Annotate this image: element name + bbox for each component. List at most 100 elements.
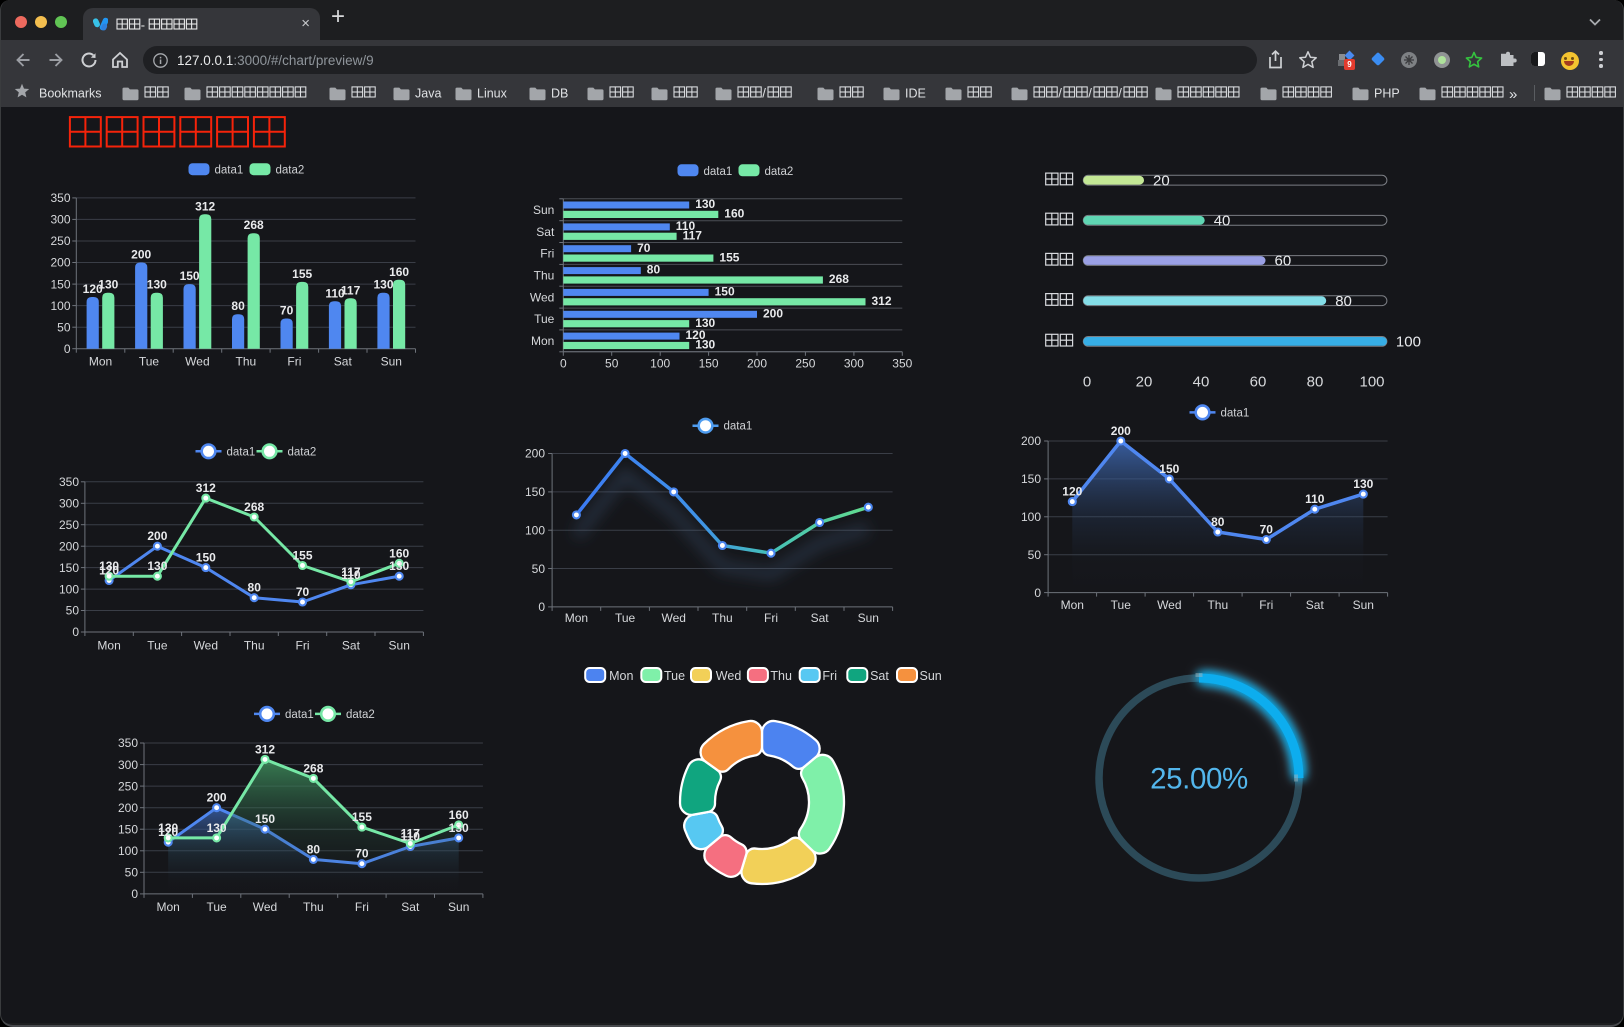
svg-text:100: 100 xyxy=(50,299,70,313)
svg-text:120: 120 xyxy=(99,564,119,578)
svg-text:150: 150 xyxy=(50,277,70,291)
svg-text:Mon: Mon xyxy=(531,334,554,348)
svg-text:50: 50 xyxy=(125,866,139,880)
svg-text:200: 200 xyxy=(1021,434,1041,448)
svg-text:200: 200 xyxy=(207,791,227,805)
svg-text:PHP: PHP xyxy=(1374,87,1400,101)
svg-text:155: 155 xyxy=(292,267,312,281)
svg-text:Wed: Wed xyxy=(1157,598,1181,612)
svg-text:250: 250 xyxy=(59,518,79,532)
svg-text:300: 300 xyxy=(118,758,138,772)
svg-text:0: 0 xyxy=(1083,374,1091,391)
svg-text:350: 350 xyxy=(50,191,70,205)
svg-text:Tue: Tue xyxy=(664,669,685,683)
svg-text:40: 40 xyxy=(1214,213,1231,230)
svg-text:130: 130 xyxy=(1353,477,1373,491)
svg-text:350: 350 xyxy=(892,357,912,371)
svg-text:130: 130 xyxy=(147,278,167,292)
svg-text:Sun: Sun xyxy=(1353,598,1374,612)
svg-text:200: 200 xyxy=(131,248,151,262)
svg-text:100: 100 xyxy=(1359,374,1384,391)
svg-text:Fri: Fri xyxy=(764,611,778,625)
svg-text:/: / xyxy=(762,86,766,101)
svg-text:150: 150 xyxy=(255,812,275,826)
svg-text:Fri: Fri xyxy=(540,247,554,261)
svg-text:268: 268 xyxy=(829,272,849,286)
svg-text:130: 130 xyxy=(98,278,118,292)
svg-text:110: 110 xyxy=(676,219,696,233)
svg-text:70: 70 xyxy=(637,241,651,255)
svg-text:Wed: Wed xyxy=(661,611,685,625)
svg-text:117: 117 xyxy=(401,827,421,841)
svg-text:117: 117 xyxy=(683,229,703,243)
svg-text:130: 130 xyxy=(99,559,119,573)
svg-text:Wed: Wed xyxy=(716,669,742,683)
svg-text:80: 80 xyxy=(1211,515,1225,529)
svg-text:Sun: Sun xyxy=(389,638,410,652)
svg-text:150: 150 xyxy=(525,485,545,499)
svg-text:120: 120 xyxy=(1062,485,1082,499)
svg-text:117: 117 xyxy=(341,565,361,579)
svg-text:312: 312 xyxy=(196,481,216,495)
svg-text:110: 110 xyxy=(341,568,361,582)
svg-text:/: / xyxy=(1088,86,1092,101)
svg-text:50: 50 xyxy=(1028,548,1042,562)
svg-text:200: 200 xyxy=(59,539,79,553)
svg-text:250: 250 xyxy=(795,357,815,371)
svg-text:0: 0 xyxy=(64,342,71,356)
svg-text:Fri: Fri xyxy=(822,669,837,683)
svg-text:160: 160 xyxy=(389,265,409,279)
svg-text:130: 130 xyxy=(695,338,715,352)
svg-text:»: » xyxy=(1509,86,1517,103)
svg-text:Sat: Sat xyxy=(536,225,555,239)
svg-text:350: 350 xyxy=(118,736,138,750)
svg-text:155: 155 xyxy=(292,549,312,563)
svg-text:data1: data1 xyxy=(227,446,256,458)
svg-text:130: 130 xyxy=(449,821,469,835)
svg-text:120: 120 xyxy=(686,328,706,342)
svg-text:100: 100 xyxy=(650,357,670,371)
svg-text:250: 250 xyxy=(50,234,70,248)
svg-text:Sat: Sat xyxy=(401,900,420,914)
svg-text:155: 155 xyxy=(352,810,372,824)
svg-text:150: 150 xyxy=(1021,472,1041,486)
svg-text:data1: data1 xyxy=(724,421,753,433)
svg-text:0: 0 xyxy=(72,625,79,639)
svg-text:/: / xyxy=(1058,86,1062,101)
svg-text:130: 130 xyxy=(373,278,393,292)
svg-text:Thu: Thu xyxy=(1207,598,1228,612)
svg-text:/: / xyxy=(1118,86,1122,101)
svg-text:25.00%: 25.00% xyxy=(1150,763,1248,796)
svg-text:Sun: Sun xyxy=(920,669,942,683)
svg-text:IDE: IDE xyxy=(905,87,926,101)
svg-text:100: 100 xyxy=(525,523,545,537)
svg-text:Wed: Wed xyxy=(530,290,554,304)
svg-text:200: 200 xyxy=(1111,424,1131,438)
svg-text:40: 40 xyxy=(1193,374,1210,391)
svg-text:130: 130 xyxy=(695,316,715,330)
svg-text:300: 300 xyxy=(59,497,79,511)
svg-text:100: 100 xyxy=(118,844,138,858)
svg-text:Sat: Sat xyxy=(1306,598,1325,612)
svg-text:130: 130 xyxy=(389,559,409,573)
svg-text:70: 70 xyxy=(355,847,369,861)
svg-text:0: 0 xyxy=(1034,586,1041,600)
svg-text:Sat: Sat xyxy=(811,611,830,625)
svg-text:Sun: Sun xyxy=(533,203,554,217)
svg-text:data2: data2 xyxy=(765,166,794,178)
svg-text:100: 100 xyxy=(1396,334,1421,351)
svg-text:Tue: Tue xyxy=(147,638,168,652)
svg-text:Mon: Mon xyxy=(1061,598,1084,612)
svg-text:160: 160 xyxy=(449,808,469,822)
svg-text:Thu: Thu xyxy=(770,669,792,683)
svg-text:155: 155 xyxy=(719,250,739,264)
svg-text:Tue: Tue xyxy=(534,312,555,326)
svg-text:Sun: Sun xyxy=(858,611,879,625)
svg-text:150: 150 xyxy=(196,551,216,565)
svg-text:Tue: Tue xyxy=(1111,598,1132,612)
svg-text:130: 130 xyxy=(147,559,167,573)
svg-text:312: 312 xyxy=(255,742,275,756)
svg-text:70: 70 xyxy=(296,585,310,599)
svg-text:100: 100 xyxy=(59,582,79,596)
svg-text:data2: data2 xyxy=(288,446,317,458)
